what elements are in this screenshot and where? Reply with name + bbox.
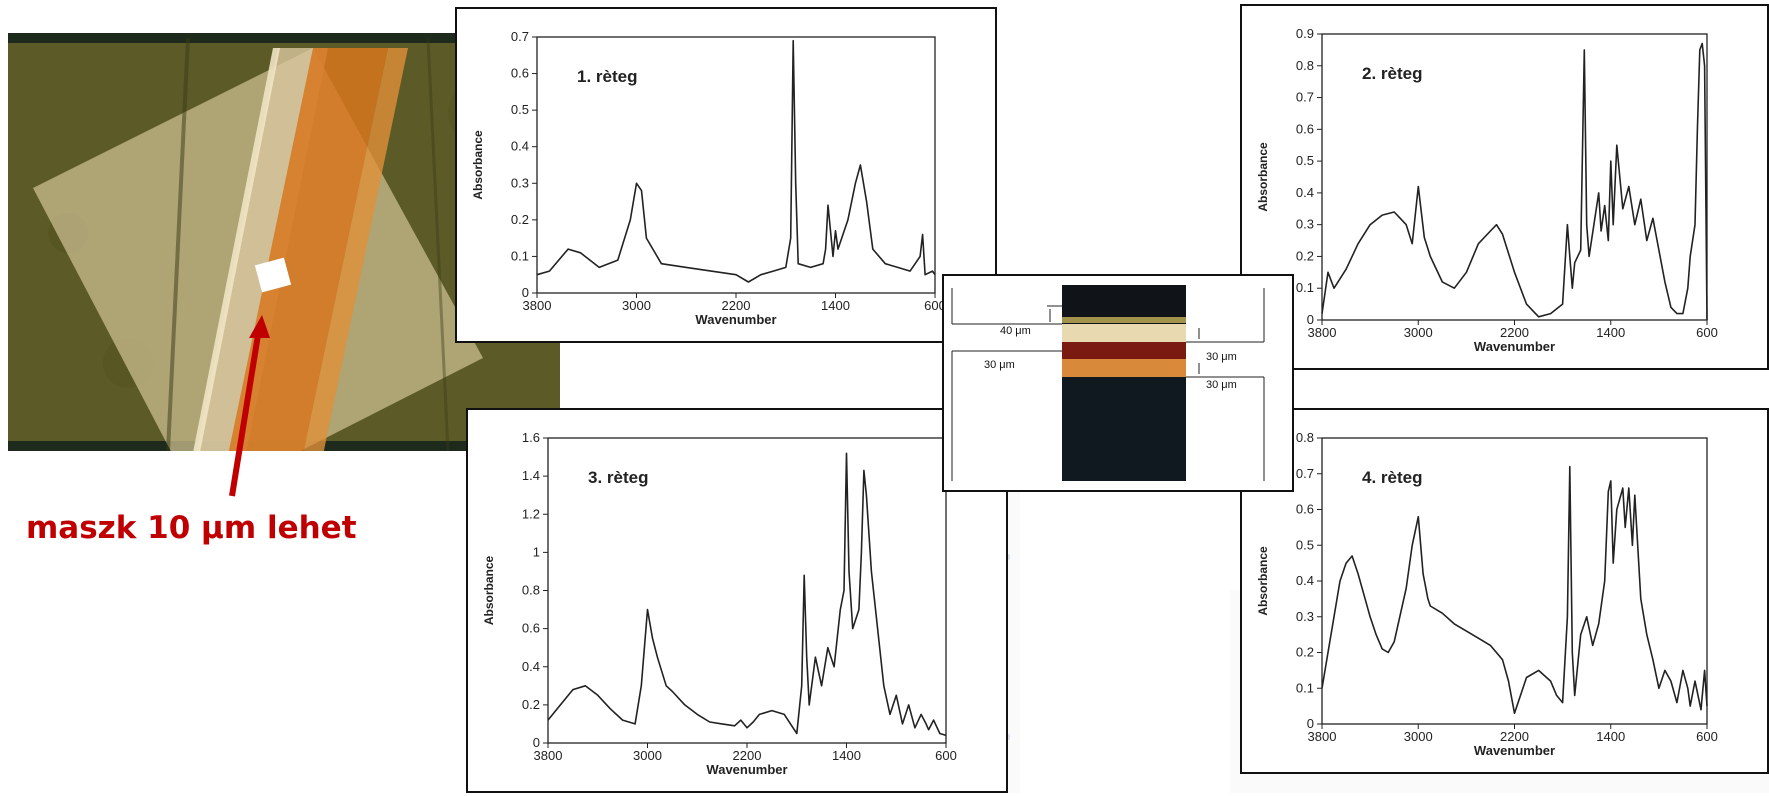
chart-3-x-tick-label: 2200 <box>733 748 762 763</box>
chart-3-x-tick-label: 1400 <box>832 748 861 763</box>
chart-3-x-tick-label: 3000 <box>633 748 662 763</box>
chart-4-x-tick-label: 2200 <box>1500 729 1529 744</box>
chart-4-y-tick-label: 0.5 <box>1296 537 1314 552</box>
chart-3-y-tick-label: 0.6 <box>522 621 540 636</box>
label-30um-left: 30 μm <box>984 359 1015 371</box>
chart-2-spectrum-line <box>1321 42 1708 321</box>
chart-2-x-tick-label: 600 <box>1696 325 1718 340</box>
chart-1-y-tick-label: 0.7 <box>511 29 529 44</box>
spectrum-panel-4: 0 0.1 0.2 0.3 0.4 0.5 0.6 0.7 0.8 3800 3000 2200 140… <box>1240 408 1769 774</box>
chart-2-x-tick-label: 3000 <box>1404 325 1433 340</box>
chart-1-y-tick-label: 0.2 <box>511 212 529 227</box>
chart-1-x-axis-label: Wavenumber <box>695 312 776 327</box>
chart-2-title: 2. rèteg <box>1362 64 1422 83</box>
chart-1-y-tick-label: 0 <box>522 285 529 300</box>
chart-4-y-tick-label: 0 <box>1307 716 1314 731</box>
chart-1-x-tick-label: 600 <box>924 298 946 313</box>
chart-1-x-tick-label: 3800 <box>523 298 552 313</box>
chart-3-y-tick-label: 0.4 <box>522 659 540 674</box>
chart-2-y-tick-label: 0.6 <box>1296 121 1314 136</box>
chart-1-x-tick-label: 3000 <box>622 298 651 313</box>
label-30um-right-top: 30 μm <box>1206 351 1237 363</box>
spectrum-panel-2: 0 0.1 0.2 0.3 0.4 0.5 0.6 0.7 0.8 0.9 3800 3000 2200… <box>1240 4 1769 370</box>
chart-3-y-tick-label: 0 <box>533 735 540 750</box>
chart-3-x-axis-label: Wavenumber <box>706 762 787 777</box>
chart-4-x-tick-label: 1400 <box>1596 729 1625 744</box>
chart-4-y-tick-label: 0.4 <box>1296 573 1314 588</box>
chart-3-y-tick-label: 1 <box>533 544 540 559</box>
chart-4-x-tick-label: 600 <box>1696 729 1718 744</box>
layer-1 <box>1062 324 1186 342</box>
chart-3-y-tick-label: 1.6 <box>522 430 540 445</box>
chart-4-y-tick-label: 0.2 <box>1296 645 1314 660</box>
chart-1-title: 1. rèteg <box>577 67 637 86</box>
chart-4-x-tick-label: 3800 <box>1308 729 1337 744</box>
chart-4-x-tick-label: 3000 <box>1404 729 1433 744</box>
chart-2-y-tick-label: 0.4 <box>1296 185 1314 200</box>
chart-2-y-tick-label: 0.2 <box>1296 248 1314 263</box>
chart-4-y-tick-label: 0.3 <box>1296 609 1314 624</box>
chart-2-y-tick-label: 0.8 <box>1296 58 1314 73</box>
spectrum-chart-4: 0 0.1 0.2 0.3 0.4 0.5 0.6 0.7 0.8 3800 3000 2200 140… <box>1256 430 1718 758</box>
chart-2-x-tick-label: 1400 <box>1596 325 1625 340</box>
layer-bottom-dark <box>1062 377 1186 481</box>
chart-1-y-tick-label: 0.6 <box>511 66 529 81</box>
chart-2-x-tick-label: 2200 <box>1500 325 1529 340</box>
cross-section-panel: 40 μm 30 μm 30 μm 30 μm <box>942 274 1294 492</box>
chart-3-y-axis-label: Absorbance <box>482 556 496 626</box>
chart-2-y-tick-label: 0.5 <box>1296 153 1314 168</box>
chart-3-x-tick-label: 3800 <box>534 748 563 763</box>
spectrum-chart-3: 0 0.2 0.4 0.6 0.8 1 1.2 1.4 1.6 3800 3000 2200 1400 6… <box>482 430 957 777</box>
chart-1-y-tick-label: 0.3 <box>511 175 529 190</box>
chart-2-x-tick-label: 3800 <box>1308 325 1337 340</box>
chart-2-y-tick-label: 0.9 <box>1296 26 1314 41</box>
chart-1-x-tick-label: 1400 <box>821 298 850 313</box>
chart-2-x-axis-label: Wavenumber <box>1474 339 1555 354</box>
chart-1-y-tick-label: 0.4 <box>511 139 529 154</box>
mask-caption: maszk 10 μm lehet <box>26 510 357 546</box>
chart-2-y-tick-label: 0.3 <box>1296 217 1314 232</box>
layer-3 <box>1062 359 1186 377</box>
chart-1-y-axis-label: Absorbance <box>471 130 485 200</box>
spectrum-panel-1: 0 0.1 0.2 0.3 0.4 0.5 0.6 0.7 3800 3000 2200 1400 60… <box>455 7 997 343</box>
chart-2-y-axis-label: Absorbance <box>1256 142 1270 212</box>
chart-4-y-axis-label: Absorbance <box>1256 546 1270 616</box>
chart-3-y-tick-label: 0.2 <box>522 697 540 712</box>
chart-1-y-tick-label: 0.5 <box>511 102 529 117</box>
chart-4-title: 4. rèteg <box>1362 468 1422 487</box>
chart-3-y-tick-label: 1.4 <box>522 468 540 483</box>
cross-section-image <box>1062 285 1186 481</box>
label-30um-right-bottom: 30 μm <box>1206 379 1237 391</box>
chart-4-spectrum-line <box>1321 465 1708 715</box>
chart-3-spectrum-line <box>547 452 947 737</box>
chart-3-x-tick-label: 600 <box>935 748 957 763</box>
chart-3-y-tick-label: 1.2 <box>522 506 540 521</box>
spectrum-chart-2: 0 0.1 0.2 0.3 0.4 0.5 0.6 0.7 0.8 0.9 3800 3000 2200… <box>1256 26 1718 354</box>
chart-2-y-tick-label: 0.7 <box>1296 90 1314 105</box>
spectrum-chart-1: 0 0.1 0.2 0.3 0.4 0.5 0.6 0.7 3800 3000 2200 1400 60… <box>471 29 946 327</box>
chart-3-y-tick-label: 0.8 <box>522 583 540 598</box>
chart-1-y-tick-label: 0.1 <box>511 248 529 263</box>
chart-4-y-tick-label: 0.1 <box>1296 680 1314 695</box>
label-40um: 40 μm <box>1000 325 1031 337</box>
chart-4-x-axis-label: Wavenumber <box>1474 743 1555 758</box>
chart-1-x-tick-label: 2200 <box>722 298 751 313</box>
chart-3-title: 3. rèteg <box>588 468 648 487</box>
chart-1-spectrum-line <box>536 39 936 283</box>
chart-4-y-tick-label: 0.7 <box>1296 466 1314 481</box>
chart-4-y-tick-label: 0.6 <box>1296 502 1314 517</box>
chart-2-y-tick-label: 0 <box>1307 312 1314 327</box>
chart-4-y-tick-label: 0.8 <box>1296 430 1314 445</box>
spectrum-panel-3: 0 0.2 0.4 0.6 0.8 1 1.2 1.4 1.6 3800 3000 2200 1400 6… <box>466 408 1008 793</box>
chart-2-y-tick-label: 0.1 <box>1296 280 1314 295</box>
layer-2 <box>1062 342 1186 359</box>
